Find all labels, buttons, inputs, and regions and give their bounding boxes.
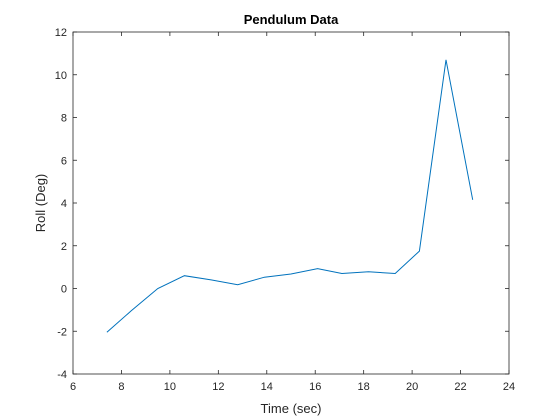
- chart-title: Pendulum Data: [244, 12, 339, 27]
- x-tick-label: 22: [454, 381, 466, 393]
- x-tick-label: 20: [406, 381, 418, 393]
- x-tick-label: 6: [70, 381, 76, 393]
- y-tick-label: 12: [55, 27, 67, 39]
- y-tick-label: 4: [61, 198, 67, 210]
- x-tick-label: 14: [261, 381, 273, 393]
- x-tick-label: 18: [358, 381, 370, 393]
- series-line: [106, 59, 474, 333]
- y-tick-label: 8: [61, 113, 67, 125]
- y-tick-label: -4: [57, 369, 67, 381]
- x-tick-label: 10: [164, 381, 176, 393]
- y-tick-label: 2: [61, 241, 67, 253]
- x-axis-label: Time (sec): [261, 401, 322, 416]
- x-tick-label: 24: [503, 381, 515, 393]
- y-tick-label: 10: [55, 70, 67, 82]
- x-tick-label: 12: [212, 381, 224, 393]
- series-layer: [106, 59, 474, 333]
- plot-area: [73, 32, 509, 374]
- y-tick-label: 0: [61, 284, 67, 296]
- axes-box: [72, 31, 510, 375]
- x-tick-label: 16: [309, 381, 321, 393]
- y-tick-label: -2: [57, 326, 67, 338]
- y-tick-label: 6: [61, 155, 67, 167]
- y-axis-label: Roll (Deg): [33, 174, 48, 233]
- x-tick-label: 8: [118, 381, 124, 393]
